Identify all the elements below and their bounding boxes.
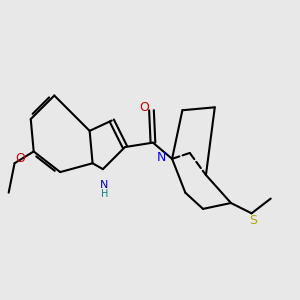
Text: O: O xyxy=(16,152,26,165)
Text: H: H xyxy=(101,189,108,199)
Text: O: O xyxy=(139,101,149,114)
Text: S: S xyxy=(249,214,257,227)
Text: N: N xyxy=(157,151,167,164)
Text: N: N xyxy=(100,180,109,190)
